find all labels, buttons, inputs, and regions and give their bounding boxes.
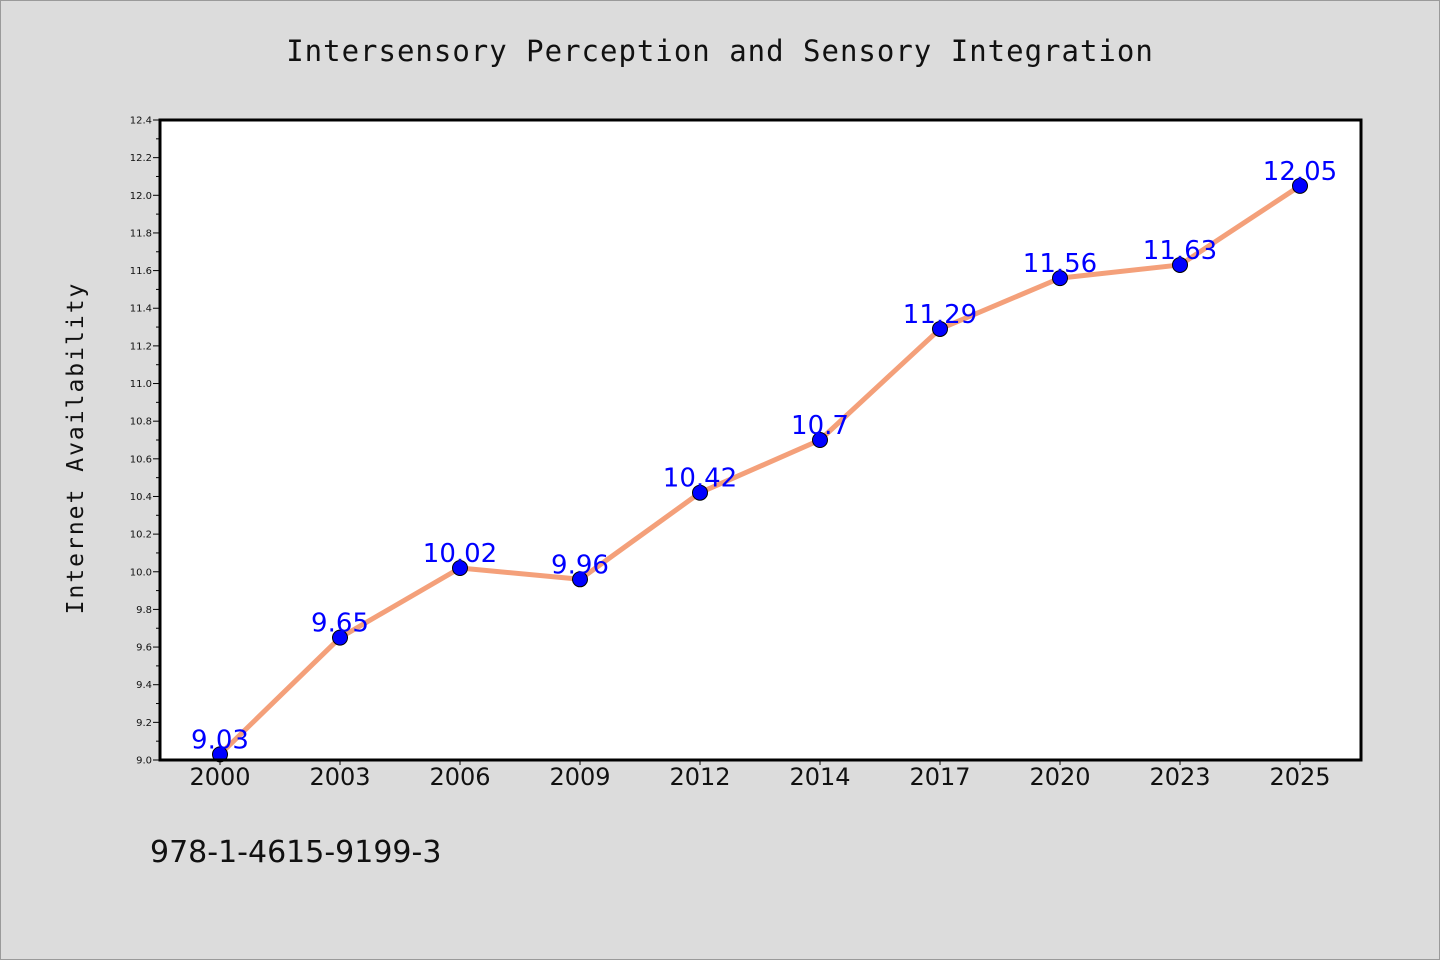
x-tick-label: 2020 [1029,763,1090,791]
footnote-isbn: 978-1-4615-9199-3 [150,835,442,870]
data-point [1172,256,1188,273]
y-tick-label: 11.2 [130,341,152,352]
y-tick-label: 12.0 [130,191,152,202]
series-line [218,183,1302,757]
data-point [692,484,708,501]
y-tick-label: 9.6 [136,643,152,654]
y-tick-label: 11.6 [130,266,152,277]
y-tick-label: 12.2 [130,153,152,164]
x-tick-label: 2014 [789,763,850,791]
y-tick-label: 12.4 [130,116,152,127]
x-tick-label: 2006 [429,763,490,791]
y-tick-label: 11.8 [130,228,152,239]
x-tick-label: 2009 [549,763,610,791]
y-tick-label: 10.6 [130,454,152,465]
y-tick-label: 11.0 [130,379,152,390]
chart-title: Intersensory Perception and Sensory Inte… [286,34,1154,68]
y-tick-label: 9.4 [136,680,152,691]
data-point [932,320,948,337]
data-label: 10.7 [791,411,849,441]
data-label: 12.05 [1263,157,1337,187]
y-tick-label: 11.4 [130,304,152,315]
y-tick-label: 9.8 [136,605,152,616]
x-tick-label: 2023 [1149,763,1210,791]
data-label: 9.96 [551,550,609,580]
data-label: 9.03 [191,725,249,755]
data-point [332,629,348,646]
data-point [572,571,588,588]
data-label: 11.29 [903,300,977,330]
data-point [1052,270,1068,287]
y-tick-label: 10.0 [130,567,152,578]
data-labels: 9.03 9.65 10.02 9.96 10.42 10.7 11.29 11.56 11.6… [191,157,1337,755]
y-tick-label: 10.8 [130,417,152,428]
data-point [812,432,828,448]
y-axis: 9.0 9.2 9.4 9.6 9.8 10.0 10.2 10.4 10.6 10.8 11.0 1… [130,116,160,767]
x-axis: 2000 2003 2006 2009 2012 2014 2017 2020 2023 2025 [189,760,1331,791]
y-tick-label: 9.2 [136,718,152,729]
data-label: 9.65 [311,609,369,639]
data-label: 11.63 [1143,236,1217,266]
data-label: 10.42 [663,464,737,494]
data-point [452,560,468,576]
data-point [1292,177,1308,194]
plot-area [160,120,1361,760]
y-tick-label: 9.0 [136,756,152,767]
x-tick-label: 2025 [1269,763,1330,791]
data-label: 10.02 [423,539,497,569]
x-tick-label: 2000 [189,763,250,791]
data-label: 11.56 [1023,249,1097,279]
x-tick-label: 2017 [909,763,970,791]
plot-border [158,118,1363,762]
series-markers [212,177,1308,763]
y-tick-label: 10.4 [130,492,152,503]
y-tick-label: 10.2 [130,530,152,541]
x-tick-label: 2003 [309,763,370,791]
x-tick-label: 2012 [669,763,730,791]
data-point [212,746,228,763]
